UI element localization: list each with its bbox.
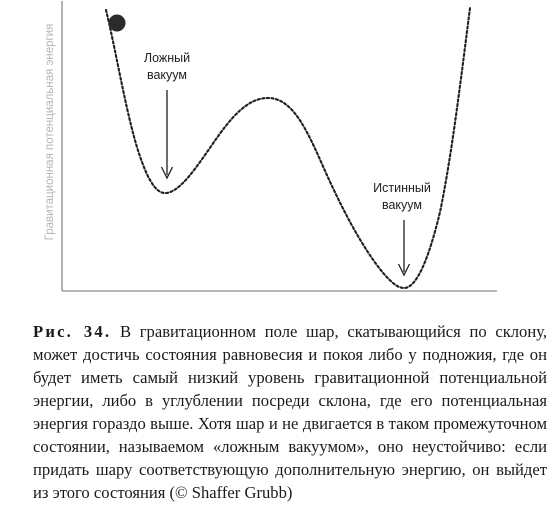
false-vacuum-label-line2: вакуум — [147, 68, 187, 82]
figure-caption: Рис. 34. В гравитационном поле шар, скат… — [33, 320, 547, 504]
y-axis-label: Гравитационная потенциальная энергия — [44, 24, 56, 241]
true-vacuum-arrow — [397, 220, 411, 277]
potential-energy-figure: Гравитационная потенциальная энергия Лож… — [44, 1, 497, 292]
potential-energy-curve — [104, 6, 472, 290]
false-vacuum-arrow — [160, 90, 174, 180]
caption-text: В гравитационном поле шар, скатывающийся… — [33, 322, 547, 502]
ball — [108, 14, 126, 32]
false-vacuum-label: Ложный — [144, 51, 190, 65]
caption-label: Рис. 34. — [33, 322, 112, 341]
true-vacuum-label-line2: вакуум — [382, 198, 422, 212]
true-vacuum-label: Истинный — [373, 181, 431, 195]
